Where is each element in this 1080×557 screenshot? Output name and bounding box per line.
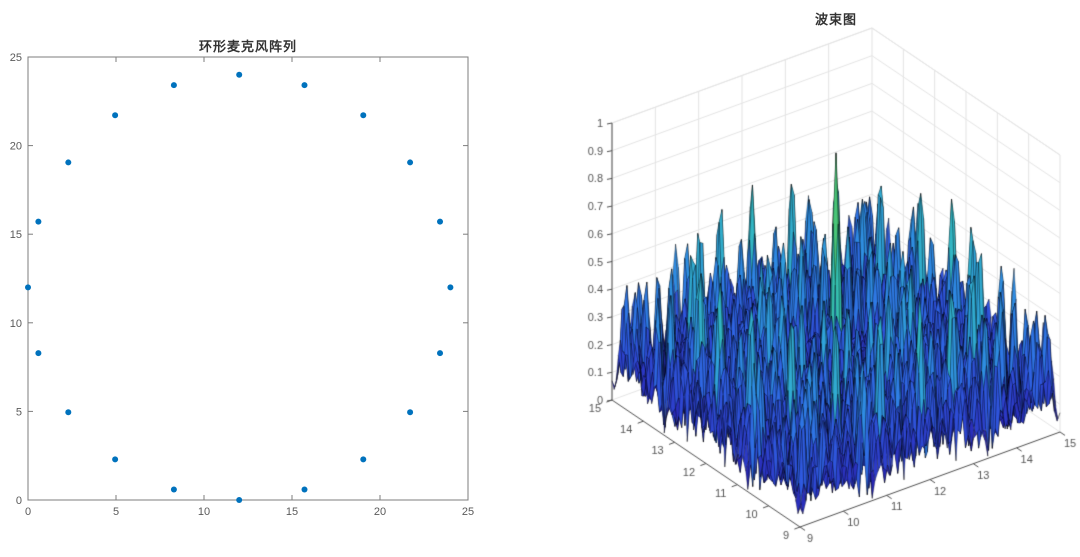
surface-3d-canvas <box>540 0 1080 557</box>
scatter-point <box>407 159 414 166</box>
scatter-point <box>360 456 367 463</box>
scatter-point <box>35 350 42 357</box>
x-tick-label: 25 <box>462 506 474 518</box>
scatter-title: 环形麦克风阵列 <box>198 39 297 54</box>
y-tick-label: 0 <box>16 495 22 507</box>
x-tick-label: 15 <box>286 506 298 518</box>
scatter-point <box>170 82 177 89</box>
plot-box <box>27 56 469 501</box>
scatter-point <box>236 497 243 503</box>
scatter-point <box>170 486 177 493</box>
scatter-point <box>65 159 72 166</box>
y-tick-label: 20 <box>10 141 22 153</box>
scatter-point <box>301 82 308 89</box>
scatter-point <box>360 112 367 119</box>
scatter-panel: 环形麦克风阵列 0 5 10 15 20 25 0 5 10 15 20 25 <box>10 39 474 518</box>
scatter-point <box>301 486 308 493</box>
scatter-point <box>407 409 414 416</box>
x-tick-label: 5 <box>113 506 119 518</box>
x-tick-label: 10 <box>198 506 210 518</box>
scatter-point <box>25 284 31 291</box>
scatter-point <box>437 350 444 357</box>
scatter-point <box>35 218 42 225</box>
scatter-plot-area: 0 5 10 15 20 25 0 5 10 15 20 25 <box>10 52 474 518</box>
y-tick-label: 15 <box>10 229 22 241</box>
scatter-point <box>236 71 243 78</box>
surface-panel: 波束图 <box>540 0 1080 557</box>
y-tick-label: 25 <box>10 52 22 64</box>
scatter-point <box>437 218 444 225</box>
scatter-point <box>112 112 119 119</box>
x-tick-label: 0 <box>25 506 31 518</box>
scatter-point <box>447 284 454 291</box>
x-tick-label: 20 <box>374 506 386 518</box>
scatter-point <box>112 456 119 463</box>
y-tick-label: 5 <box>16 406 22 418</box>
y-tick-label: 10 <box>10 318 22 330</box>
scatter-point <box>65 409 72 416</box>
